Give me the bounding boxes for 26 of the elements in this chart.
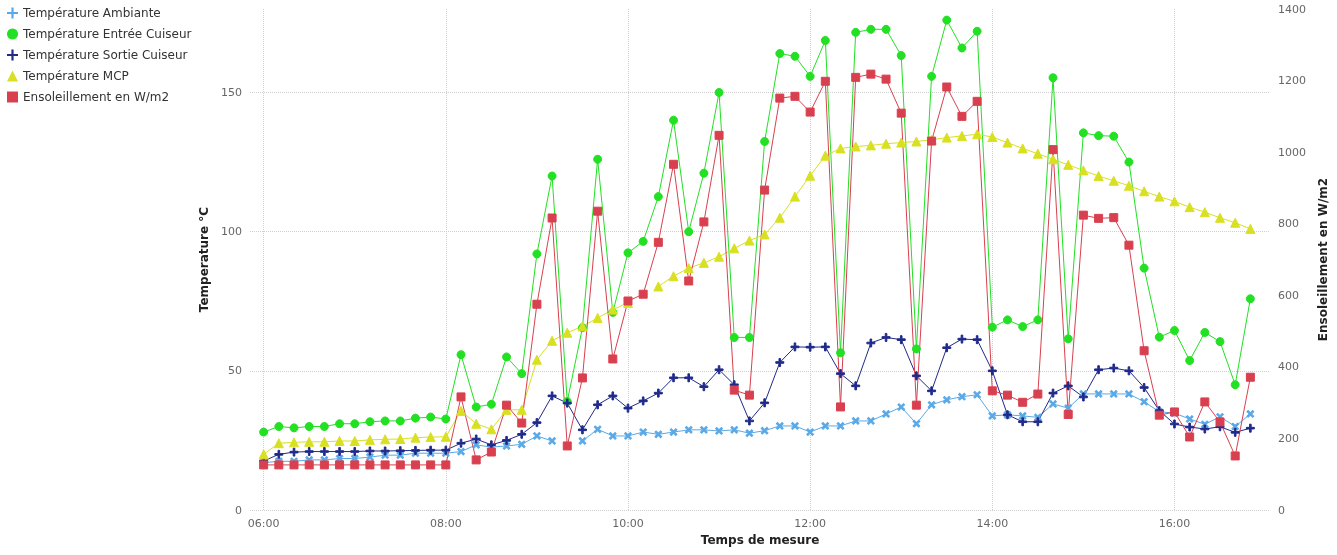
x-axis-title: Temps de mesure bbox=[700, 532, 820, 547]
x-tick-label: 16:00 bbox=[1158, 517, 1191, 530]
y2-tick-label: 600 bbox=[1278, 288, 1300, 302]
y2-tick-label: 1200 bbox=[1278, 74, 1307, 88]
legend-label: Ensoleillement en W/m2 bbox=[23, 90, 170, 104]
x-tick-label: 10:00 bbox=[612, 517, 644, 530]
legend-label: Température Sortie Cuiseur bbox=[22, 48, 188, 62]
y-tick-label: 150 bbox=[221, 86, 242, 99]
y2-tick-label: 800 bbox=[1278, 217, 1300, 231]
y2-tick-label: 1000 bbox=[1278, 145, 1307, 159]
legend-label: Température MCP bbox=[22, 69, 129, 83]
y-tick-label: 100 bbox=[221, 225, 242, 239]
x-tick-label: 08:00 bbox=[429, 517, 462, 530]
y2-tick-label: 0 bbox=[1278, 503, 1286, 517]
x-tick-label: 12:00 bbox=[794, 517, 826, 530]
y-tick-label: 50 bbox=[228, 364, 242, 378]
y2-tick-label: 200 bbox=[1278, 431, 1300, 445]
y2-tick-label: 1400 bbox=[1278, 2, 1307, 16]
x-tick-label: 14:00 bbox=[976, 517, 1009, 530]
x-tick-label: 06:00 bbox=[247, 517, 280, 530]
legend-label: Température Entrée Cuiseur bbox=[22, 27, 192, 41]
y2-axis-title: Ensoleillement en W/m2 bbox=[1316, 177, 1330, 342]
legend-label: Température Ambiante bbox=[22, 6, 161, 20]
y-tick-label: 0 bbox=[235, 503, 242, 517]
y-axis-title: Temperature °C bbox=[197, 206, 212, 313]
y2-tick-label: 400 bbox=[1278, 360, 1300, 374]
